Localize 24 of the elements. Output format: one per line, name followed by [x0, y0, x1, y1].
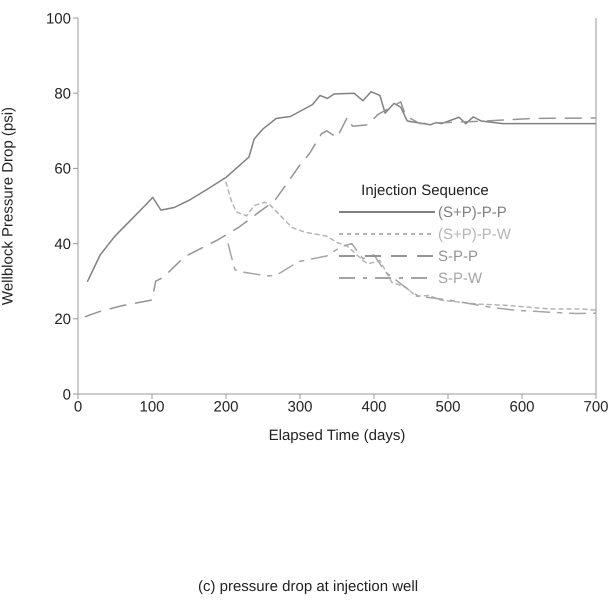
y-tick-label: 100	[46, 10, 71, 28]
x-tick-label: 0	[74, 398, 82, 416]
x-tick-label: 400	[361, 398, 387, 416]
text: (S+P)-P-W	[438, 226, 511, 242]
legend-title: Injection Sequence	[360, 182, 490, 199]
x-tick-label: 300	[287, 398, 313, 416]
x-tick-label: 600	[509, 398, 535, 416]
y-tick-label: 0	[62, 386, 71, 404]
x-axis-title: Elapsed Time (days)	[268, 427, 406, 444]
y-axis-title: Wellblock Pressure Drop (psi)	[0, 106, 16, 306]
y-tick-label: 20	[54, 311, 71, 328]
y-tick-label: 40	[54, 236, 71, 253]
line-series	[86, 90, 596, 282]
y-tick-label: 80	[54, 86, 71, 103]
text: (S+P)-P-P	[438, 204, 507, 220]
x-tick-label: 500	[435, 398, 461, 416]
line-series	[225, 182, 596, 311]
text: S-P-P	[438, 248, 478, 264]
text: (c) pressure drop at injection well	[196, 578, 420, 595]
x-tick-label: 100	[139, 398, 165, 416]
x-tick-label: 700	[583, 398, 609, 416]
y-tick-label: 60	[54, 160, 71, 178]
x-tick-label: 200	[213, 398, 239, 416]
series-label: S-P-W	[438, 270, 482, 286]
